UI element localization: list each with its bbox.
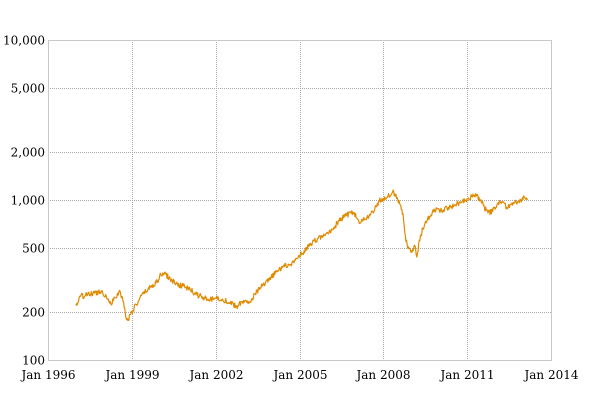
y-tick-label: 100 [22,354,45,368]
x-tick-label: Jan 1999 [103,368,159,382]
y-tick-label: 1,000 [11,194,45,208]
x-tick-label: Jan 2014 [522,368,578,382]
y-tick-label: 2,000 [11,146,45,160]
x-tick-label: Jan 2008 [354,368,410,382]
y-tick-label: 5,000 [11,82,45,96]
plot-frame [48,40,552,361]
series-layer [75,189,529,322]
y-axis-tick-labels: 10,000 5,000 2,000 1,000 500 200 100 [3,34,45,368]
y-tick-label: 10,000 [3,34,45,48]
y-tick-label: 200 [22,306,45,320]
x-tick-label: Jan 1996 [19,368,75,382]
x-tick-label: Jan 2002 [187,368,243,382]
y-tick-label: 500 [22,242,45,256]
x-axis-tick-labels: Jan 1996 Jan 1999 Jan 2002 Jan 2005 Jan 2008… [19,368,578,382]
x-tick-label: Jan 2005 [271,368,327,382]
grid [48,40,552,361]
series-line [75,189,529,322]
x-tick-label: Jan 2011 [438,368,494,382]
